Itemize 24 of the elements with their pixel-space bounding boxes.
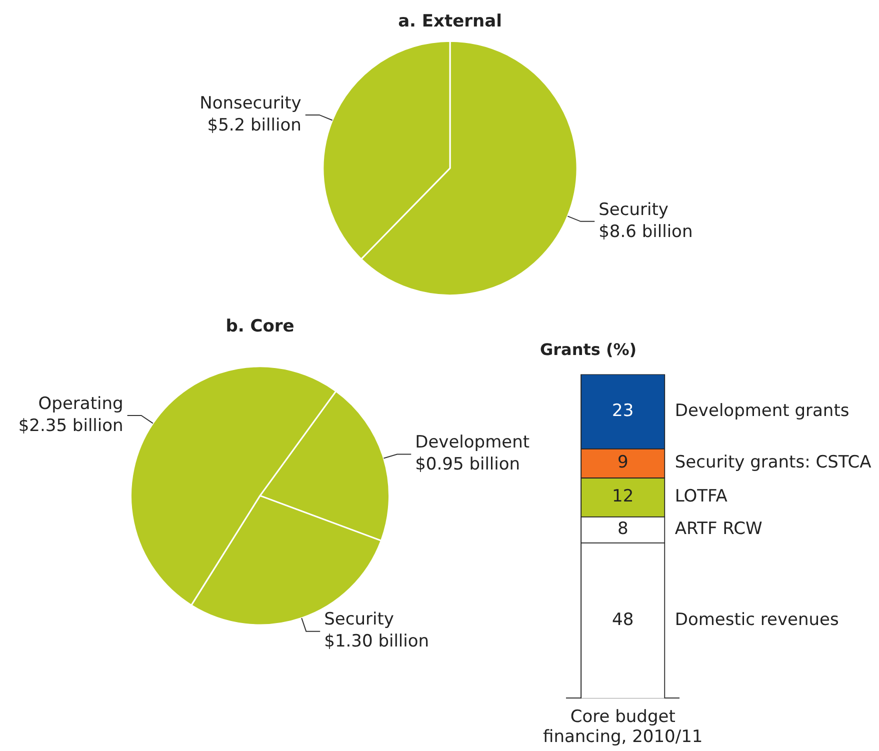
data-label: $8.6 billion [598, 222, 693, 242]
series-label: LOTFA [674, 486, 728, 507]
chart-title: Grants (%) [540, 340, 637, 359]
data-label: 8 [617, 519, 628, 540]
data-label: 9 [617, 452, 628, 473]
data-label: $5.2 billion [207, 115, 302, 136]
data-label: 48 [612, 610, 634, 630]
series-label: ARTF RCW [674, 519, 762, 540]
chart-title: a. External [398, 12, 502, 32]
data-label: $2.35 billion [18, 416, 124, 436]
chart-title: b. Core [226, 316, 294, 337]
data-label: $0.95 billion [415, 454, 520, 475]
slice-label: Security [598, 200, 668, 220]
slice-label: Nonsecurity [200, 93, 302, 114]
x-tick-label: Core budget financing, 2010/11 [542, 706, 703, 748]
slice-label: Security [324, 610, 394, 630]
slice-label: Development [415, 432, 530, 453]
data-label: 12 [612, 486, 634, 507]
data-label: $1.30 billion [324, 632, 430, 652]
slice-label: Operating [38, 394, 124, 414]
series-label: Development grants [674, 400, 850, 421]
data-label: 23 [612, 400, 634, 421]
series-label: Security grants: CSTCA [674, 452, 872, 473]
series-label: Domestic revenues [674, 610, 839, 630]
